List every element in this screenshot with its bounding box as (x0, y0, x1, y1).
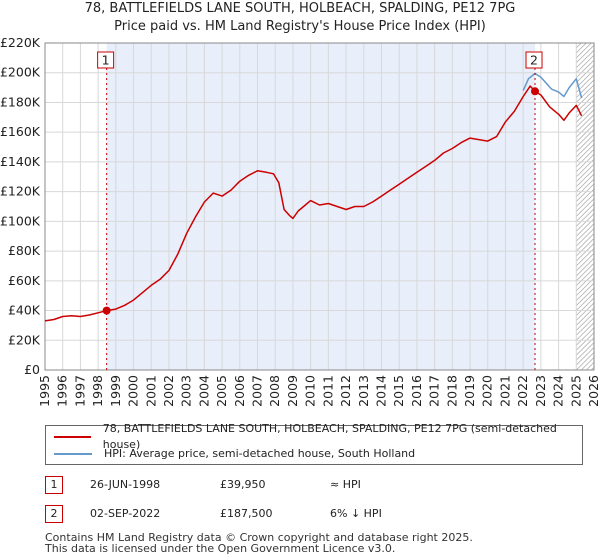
x-tick-label: 2015 (391, 375, 406, 407)
future-hatch-line (576, 203, 595, 222)
x-tick-label: 1999 (108, 375, 123, 407)
x-tick-label: 2009 (285, 375, 300, 407)
ownership-period-shade (106, 43, 536, 370)
legend-item-hpi: HPI: Average price, semi-detached house,… (54, 446, 415, 462)
future-hatch-line (576, 89, 595, 108)
x-tick-label: 2025 (568, 375, 583, 407)
y-tick-label: £80K (8, 243, 41, 258)
sale-label: 2 (530, 53, 538, 68)
x-tick-label: 2020 (480, 375, 495, 407)
x-tick-label: 1996 (55, 375, 70, 407)
y-tick-label: £0 (24, 362, 40, 377)
sale-point (102, 306, 111, 315)
x-tick-label: 2014 (373, 375, 388, 407)
y-tick-label: £200K (0, 65, 41, 80)
sale-date: 02-SEP-2022 (90, 507, 161, 520)
future-hatch-line (576, 94, 595, 113)
x-tick-label: 2026 (586, 375, 600, 407)
sale-hpi-comparison: 6% ↓ HPI (330, 507, 382, 520)
hpi-line (522, 72, 583, 99)
x-tick-label: 2023 (533, 375, 548, 407)
x-tick-label: 2013 (356, 375, 371, 407)
x-tick-label: 2024 (551, 375, 566, 407)
legend: 78, BATTLEFIELDS LANE SOUTH, HOLBEACH, S… (45, 422, 583, 465)
x-tick-label: 2019 (462, 375, 477, 407)
x-tick-label: 2006 (232, 375, 247, 407)
plot-frame (44, 42, 595, 371)
x-tick-label: 2005 (214, 375, 229, 407)
x-tick-label: 2017 (427, 375, 442, 407)
legend-swatch-hpi (54, 453, 92, 455)
legend-label-hpi: HPI: Average price, semi-detached house,… (104, 447, 416, 460)
price-chart: £0 £20K £40K £60K £80K £100K £120K £140K £160K £1… (0, 35, 600, 407)
y-tick-label: £160K (0, 124, 41, 139)
x-tick-label: 2000 (126, 375, 141, 407)
x-tick-label: 2003 (179, 375, 194, 407)
y-tick-label: £220K (0, 35, 41, 50)
x-tick-label: 2012 (338, 375, 353, 407)
y-tick-label: £100K (0, 213, 41, 228)
x-tick-label: 2016 (409, 375, 424, 407)
chart-title: 78, BATTLEFIELDS LANE SOUTH, HOLBEACH, S… (84, 1, 516, 16)
x-tick-label: 2004 (196, 375, 211, 407)
x-tick-label: 2022 (515, 375, 530, 407)
sale-number-badge: 1 (45, 476, 63, 494)
legend-label-property: 78, BATTLEFIELDS LANE SOUTH, HOLBEACH, S… (102, 422, 557, 451)
sale-hpi-comparison: ≈ HPI (330, 478, 361, 491)
future-hatch-line (576, 312, 595, 331)
legend-item-property: 78, BATTLEFIELDS LANE SOUTH, HOLBEACH, S… (54, 422, 582, 451)
x-tick-label: 1995 (37, 375, 52, 407)
x-tick-label: 2008 (267, 375, 282, 407)
footer-copyright: Contains HM Land Registry data © Crown c… (45, 531, 473, 544)
x-tick-label: 2007 (250, 375, 265, 407)
property-price-line (44, 85, 583, 322)
x-tick-label: 2018 (444, 375, 459, 407)
sale-label-box (525, 51, 543, 69)
legend-swatch-property (54, 436, 91, 438)
chart-subtitle: Price paid vs. HM Land Registry's House … (114, 19, 486, 34)
sale-price: £39,950 (220, 478, 266, 491)
sale-price: £187,500 (220, 507, 273, 520)
x-tick-label: 2010 (303, 375, 318, 407)
future-hatch-line (576, 193, 595, 213)
y-tick-label: £140K (0, 154, 41, 169)
footer: Contains HM Land Registry data © Crown c… (45, 532, 473, 554)
x-tick-label: 2001 (143, 375, 158, 407)
x-tick-label: 1997 (72, 375, 87, 407)
future-hatch-line (576, 198, 595, 217)
sale-label-box (97, 51, 115, 69)
y-tick-label: £120K (0, 184, 41, 199)
sale-number-badge: 2 (45, 505, 63, 523)
y-tick-label: £180K (0, 94, 41, 109)
y-tick-label: £40K (8, 303, 41, 318)
x-tick-label: 2011 (320, 375, 335, 407)
y-tick-label: £60K (8, 273, 41, 288)
x-tick-label: 2021 (497, 375, 512, 407)
footer-licence: This data is licensed under the Open Gov… (45, 542, 396, 555)
x-tick-label: 1998 (90, 375, 105, 407)
sale-label: 1 (102, 53, 110, 68)
sale-point (531, 87, 540, 96)
x-tick-label: 2002 (161, 375, 176, 407)
y-tick-label: £20K (8, 332, 41, 347)
sale-date: 26-JUN-1998 (90, 478, 161, 491)
future-hatch-line (576, 307, 595, 326)
future-hatch-line (576, 302, 595, 322)
